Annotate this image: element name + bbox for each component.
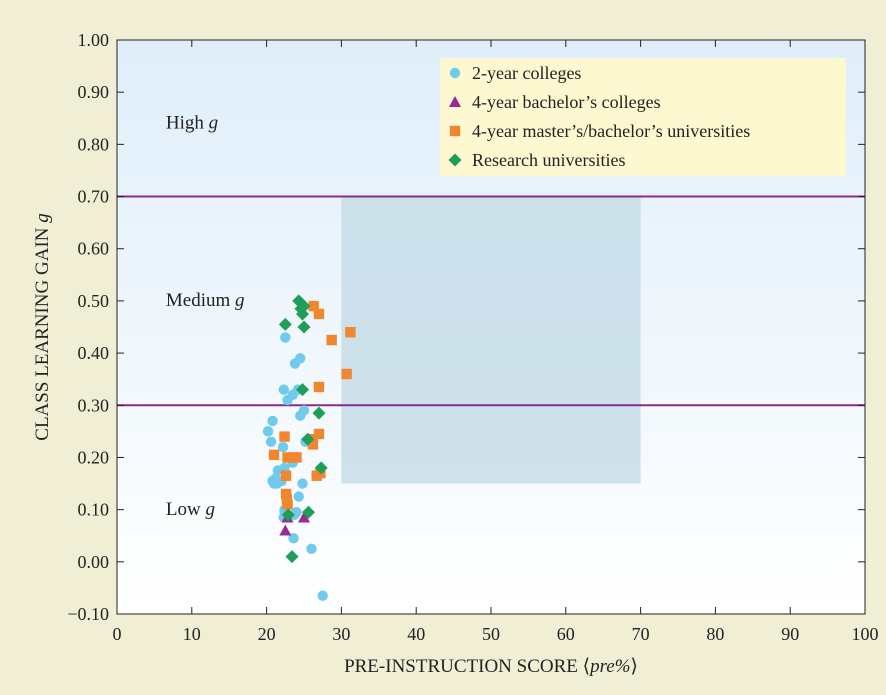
legend-label: 4-year bachelor’s colleges: [472, 92, 661, 112]
legend-box: [440, 58, 846, 176]
legend-label: 4-year master’s/bachelor’s universities: [472, 121, 750, 141]
legend-marker-diamond: [448, 153, 462, 167]
data-point-square: [326, 334, 337, 346]
x-tick-label: 0: [113, 624, 122, 644]
data-point-diamond: [296, 383, 310, 397]
x-tick-label: 40: [407, 624, 425, 644]
legend-marker-square: [449, 125, 461, 137]
data-point-circle: [278, 384, 290, 395]
data-point-square: [307, 439, 319, 450]
data-point-square: [279, 431, 290, 442]
data-point-circle: [295, 410, 306, 421]
data-point-square: [281, 494, 292, 505]
data-point-square: [313, 308, 325, 320]
y-tick-label: 1.00: [78, 30, 110, 50]
y-tick-label: 0.40: [78, 343, 110, 363]
data-point-triangle: [279, 524, 292, 536]
data-point-circle: [287, 389, 298, 401]
data-point-square: [282, 499, 293, 510]
x-tick-label: 80: [706, 624, 724, 644]
data-point-square: [268, 449, 280, 461]
data-point-triangle: [298, 511, 310, 523]
data-point-diamond: [301, 432, 315, 446]
legend-marker-circle: [449, 67, 461, 79]
data-point-circle: [265, 436, 277, 447]
data-point-square: [311, 470, 322, 481]
data-point-circle: [288, 533, 299, 544]
data-point-diamond: [312, 406, 326, 420]
data-point-square: [313, 428, 325, 440]
data-point-diamond: [297, 320, 311, 334]
region-label-high: High g: [166, 113, 218, 134]
data-point-circle: [306, 543, 317, 554]
x-tick-label: 20: [258, 624, 276, 644]
data-point-square: [308, 300, 319, 312]
data-point-circle: [267, 415, 278, 427]
region-label-medium: Medium g: [166, 290, 245, 311]
y-tick-label: 0.70: [78, 187, 110, 207]
data-point-diamond: [296, 307, 310, 321]
y-tick-label: 0.90: [78, 82, 110, 102]
x-tick-label: 30: [332, 624, 350, 644]
legend-label: 2-year colleges: [472, 63, 581, 83]
data-point-square: [313, 381, 325, 393]
data-point-square: [282, 452, 293, 463]
x-tick-label: 60: [557, 624, 575, 644]
x-tick-label: 10: [183, 624, 201, 644]
y-tick-label: 0.20: [78, 447, 110, 467]
data-point-circle: [277, 441, 289, 453]
data-point-square: [291, 452, 302, 463]
data-point-diamond: [285, 550, 299, 564]
y-axis-title: CLASS LEARNING GAIN g: [32, 213, 53, 440]
data-point-circle: [297, 478, 308, 489]
data-point-diamond: [301, 505, 315, 519]
data-point-circle: [293, 491, 304, 502]
y-tick-label: 0.00: [78, 552, 110, 572]
data-point-square: [341, 368, 352, 380]
x-tick-label: 100: [852, 624, 879, 644]
data-point-square: [280, 488, 292, 500]
shaded-target-region: [341, 196, 641, 484]
y-tick-label: 0.50: [78, 291, 110, 311]
data-point-square: [345, 327, 356, 338]
data-point-diamond: [278, 317, 292, 331]
data-point-circle: [280, 332, 291, 343]
y-tick-label: 0.10: [78, 500, 110, 520]
y-tick-label: 0.80: [78, 134, 110, 154]
legend-marker-triangle: [449, 96, 461, 107]
region-label-low: Low g: [166, 499, 215, 520]
x-tick-label: 50: [482, 624, 500, 644]
legend-label: Research universities: [472, 150, 625, 170]
x-axis-title: PRE-INSTRUCTION SCORE ⟨pre%⟩: [344, 656, 638, 677]
y-tick-label: 0.30: [78, 395, 110, 415]
data-point-diamond: [281, 508, 295, 522]
x-tick-label: 70: [632, 624, 650, 644]
data-point-diamond: [314, 461, 328, 475]
y-tick-label: −0.10: [67, 604, 109, 624]
data-point-square: [280, 470, 292, 481]
data-point-circle: [272, 465, 284, 476]
data-point-circle: [262, 426, 274, 437]
data-point-circle: [317, 590, 328, 601]
y-tick-label: 0.60: [78, 239, 110, 259]
x-tick-label: 90: [781, 624, 799, 644]
data-point-circle: [289, 358, 301, 369]
